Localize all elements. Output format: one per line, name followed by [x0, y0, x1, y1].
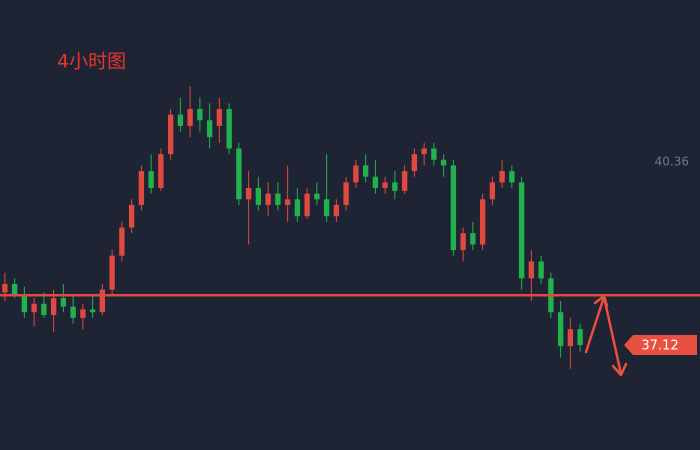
candle-body: [489, 182, 496, 200]
candle-body: [119, 227, 125, 256]
candle-body: [450, 165, 457, 251]
candle-body: [187, 108, 193, 126]
candle-body: [245, 188, 252, 200]
candle-body: [528, 261, 535, 279]
candle-body: [206, 120, 213, 138]
candle-body: [362, 165, 369, 177]
chart-title: 4小时图: [57, 51, 126, 73]
candle-body: [167, 114, 174, 155]
candle-body: [323, 199, 330, 217]
candle-body: [70, 306, 76, 318]
candle-body: [294, 199, 301, 217]
candle-body: [109, 255, 115, 290]
candle-body: [538, 261, 544, 279]
candle-body: [89, 309, 96, 313]
candle-body: [392, 182, 398, 191]
candle-body: [470, 233, 476, 245]
candle-body: [31, 303, 37, 313]
candle-body: [421, 148, 427, 155]
candle-body: [11, 284, 18, 296]
candle-body: [314, 193, 320, 200]
candle-body: [304, 193, 310, 217]
candle-body: [99, 289, 106, 313]
candle-body: [60, 298, 67, 307]
candle-body: [197, 108, 203, 121]
candle-body: [236, 148, 242, 200]
candle-body: [343, 182, 349, 205]
candle-body: [21, 295, 28, 313]
candle-body: [440, 159, 447, 166]
candle-body: [372, 176, 379, 189]
candle-body: [2, 284, 8, 293]
y-tick-label: 40.36: [655, 155, 689, 169]
candle-body: [411, 154, 418, 172]
candle-body: [509, 171, 515, 183]
candle-body: [577, 329, 583, 345]
candle-body: [128, 204, 135, 228]
candle-body: [333, 204, 340, 217]
candle-body: [557, 312, 564, 347]
candle-body: [518, 182, 525, 279]
candle-body: [216, 108, 223, 126]
candle-body: [265, 193, 271, 205]
candle-body: [567, 329, 574, 347]
candle-body: [401, 171, 408, 191]
candle-body: [382, 182, 388, 189]
price-tag-label: 37.12: [641, 338, 678, 353]
candle-body: [158, 154, 164, 189]
candle-body: [138, 171, 145, 205]
candle-body: [275, 193, 281, 205]
arrow-head: [611, 362, 628, 377]
candles: [2, 86, 583, 369]
price-tag: [624, 334, 697, 355]
candle-body: [431, 148, 437, 160]
candle-body: [80, 309, 86, 318]
candle-body: [226, 108, 232, 149]
candle-body: [50, 298, 57, 316]
candle-body: [479, 199, 486, 245]
candle-body: [148, 171, 154, 189]
candle-body: [499, 171, 505, 183]
candle-body: [284, 199, 291, 205]
candle-body: [177, 114, 184, 126]
candle-body: [255, 188, 262, 205]
candle-body: [460, 233, 466, 251]
candle-body: [41, 303, 47, 316]
candle-body: [353, 165, 359, 183]
